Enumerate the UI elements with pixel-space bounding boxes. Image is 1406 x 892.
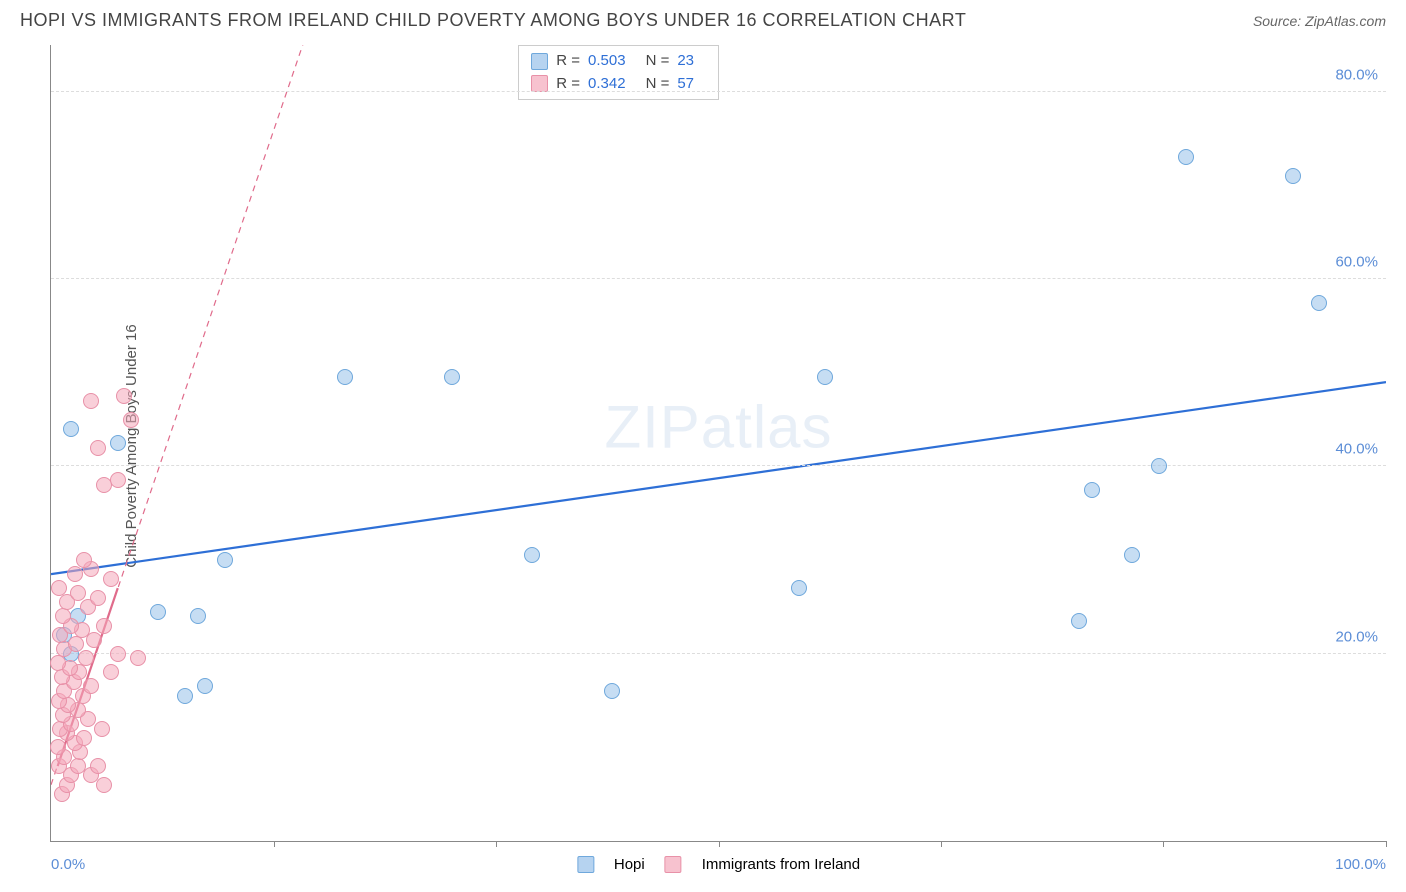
data-point <box>337 369 353 385</box>
gridline <box>51 653 1386 654</box>
x-tick <box>1386 841 1387 847</box>
data-point <box>55 608 71 624</box>
data-point <box>110 472 126 488</box>
data-point <box>1178 149 1194 165</box>
x-tick <box>274 841 275 847</box>
series-legend: Hopi Immigrants from Ireland <box>577 856 860 873</box>
data-point <box>123 412 139 428</box>
data-point <box>94 721 110 737</box>
chart-title: HOPI VS IMMIGRANTS FROM IRELAND CHILD PO… <box>20 10 966 31</box>
data-point <box>67 566 83 582</box>
source-label: Source: ZipAtlas.com <box>1253 13 1386 29</box>
data-point <box>116 388 132 404</box>
gridline <box>51 465 1386 466</box>
x-tick <box>941 841 942 847</box>
x-tick <box>719 841 720 847</box>
data-point <box>50 655 66 671</box>
data-point <box>190 608 206 624</box>
legend-label: Immigrants from Ireland <box>702 856 860 873</box>
data-point <box>791 580 807 596</box>
y-tick-label: 20.0% <box>1335 628 1378 645</box>
data-point <box>51 580 67 596</box>
legend-swatch <box>577 856 594 873</box>
data-point <box>150 604 166 620</box>
data-point <box>217 552 233 568</box>
legend-swatch <box>665 856 682 873</box>
data-point <box>96 618 112 634</box>
data-point <box>103 664 119 680</box>
data-point <box>1151 458 1167 474</box>
data-point <box>70 585 86 601</box>
legend-swatch <box>531 75 548 92</box>
data-point <box>177 688 193 704</box>
data-point <box>1084 482 1100 498</box>
data-point <box>83 678 99 694</box>
data-point <box>1311 295 1327 311</box>
data-point <box>524 547 540 563</box>
gridline <box>51 91 1386 92</box>
n-value: 23 <box>677 50 694 73</box>
gridline <box>51 278 1386 279</box>
x-axis-min-label: 0.0% <box>51 856 85 873</box>
data-point <box>76 730 92 746</box>
data-point <box>68 636 84 652</box>
data-point <box>90 440 106 456</box>
data-point <box>78 650 94 666</box>
data-point <box>197 678 213 694</box>
data-point <box>63 421 79 437</box>
y-tick-label: 80.0% <box>1335 66 1378 83</box>
n-label: N = <box>646 50 670 73</box>
y-tick-label: 60.0% <box>1335 254 1378 271</box>
data-point <box>90 590 106 606</box>
legend-swatch <box>531 53 548 70</box>
data-point <box>110 435 126 451</box>
data-point <box>90 758 106 774</box>
data-point <box>1071 613 1087 629</box>
data-point <box>817 369 833 385</box>
data-point <box>76 552 92 568</box>
data-point <box>130 650 146 666</box>
data-point <box>444 369 460 385</box>
x-tick <box>496 841 497 847</box>
data-point <box>604 683 620 699</box>
stats-legend-row: R = 0.503 N = 23 <box>531 50 706 73</box>
chart-plot-area: ZIPatlas R =0.503N =23R =0.342N =57 Hopi… <box>50 45 1386 842</box>
data-point <box>110 646 126 662</box>
r-label: R = <box>556 50 580 73</box>
r-value: 0.503 <box>588 50 626 73</box>
data-point <box>96 777 112 793</box>
watermark: ZIPatlas <box>604 393 832 462</box>
data-point <box>50 739 66 755</box>
data-point <box>83 393 99 409</box>
x-tick <box>1163 841 1164 847</box>
x-axis-max-label: 100.0% <box>1335 856 1386 873</box>
y-tick-label: 40.0% <box>1335 441 1378 458</box>
data-point <box>1124 547 1140 563</box>
data-point <box>103 571 119 587</box>
legend-label: Hopi <box>614 856 645 873</box>
data-point <box>1285 168 1301 184</box>
